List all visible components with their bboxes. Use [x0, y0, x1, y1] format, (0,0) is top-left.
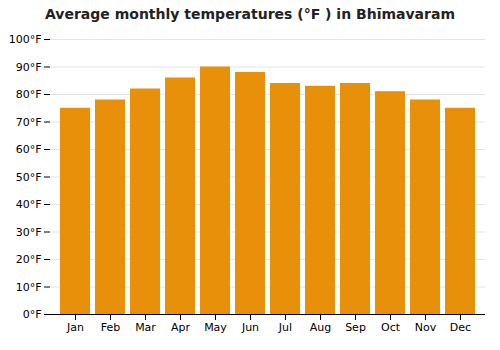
svg-text:Nov: Nov: [415, 321, 437, 334]
svg-text:0°F: 0°F: [23, 308, 42, 321]
svg-text:100°F: 100°F: [9, 33, 42, 46]
svg-text:Dec: Dec: [450, 321, 471, 334]
svg-text:10°F: 10°F: [16, 281, 42, 294]
svg-text:20°F: 20°F: [16, 253, 42, 266]
svg-text:40°F: 40°F: [16, 198, 42, 211]
svg-text:30°F: 30°F: [16, 226, 42, 239]
svg-text:80°F: 80°F: [16, 88, 42, 101]
svg-text:May: May: [204, 321, 227, 334]
html-text:Average monthly temperatures (: Average monthly temperatures (°F ) in Bh…: [45, 6, 455, 22]
svg-text:Jan: Jan: [66, 321, 84, 334]
svg-text:70°F: 70°F: [16, 116, 42, 129]
svg-text:50°F: 50°F: [16, 171, 42, 184]
svg-text:60°F: 60°F: [16, 143, 42, 156]
svg-text:Oct: Oct: [381, 321, 401, 334]
svg-text:Sep: Sep: [345, 321, 366, 334]
svg-text:Apr: Apr: [171, 321, 191, 334]
svg-text:Jul: Jul: [278, 321, 292, 334]
svg-text:Mar: Mar: [135, 321, 156, 334]
svg-text:Feb: Feb: [101, 321, 120, 334]
svg-text:Aug: Aug: [310, 321, 331, 334]
svg-text:90°F: 90°F: [16, 61, 42, 74]
svg-text:Jun: Jun: [241, 321, 259, 334]
